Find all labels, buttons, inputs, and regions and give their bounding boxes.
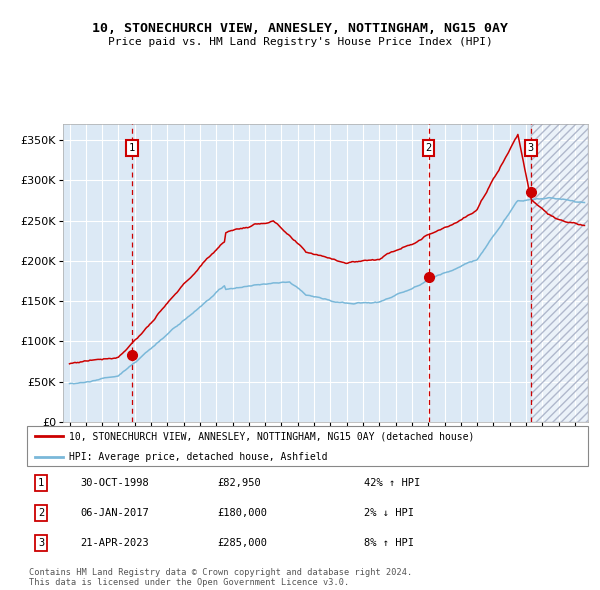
Text: £82,950: £82,950 [218, 478, 262, 488]
Text: 2% ↓ HPI: 2% ↓ HPI [364, 508, 413, 518]
Text: Contains HM Land Registry data © Crown copyright and database right 2024.
This d: Contains HM Land Registry data © Crown c… [29, 568, 412, 587]
Text: 3: 3 [38, 538, 44, 548]
Text: 42% ↑ HPI: 42% ↑ HPI [364, 478, 420, 488]
FancyBboxPatch shape [27, 426, 588, 466]
Text: HPI: Average price, detached house, Ashfield: HPI: Average price, detached house, Ashf… [69, 453, 328, 463]
Text: 1: 1 [38, 478, 44, 488]
Text: 10, STONECHURCH VIEW, ANNESLEY, NOTTINGHAM, NG15 0AY: 10, STONECHURCH VIEW, ANNESLEY, NOTTINGH… [92, 22, 508, 35]
Text: 21-APR-2023: 21-APR-2023 [80, 538, 149, 548]
Text: 10, STONECHURCH VIEW, ANNESLEY, NOTTINGHAM, NG15 0AY (detached house): 10, STONECHURCH VIEW, ANNESLEY, NOTTINGH… [69, 431, 475, 441]
Text: Price paid vs. HM Land Registry's House Price Index (HPI): Price paid vs. HM Land Registry's House … [107, 37, 493, 47]
Text: 8% ↑ HPI: 8% ↑ HPI [364, 538, 413, 548]
Text: 3: 3 [528, 143, 534, 153]
Text: £285,000: £285,000 [218, 538, 268, 548]
Text: £180,000: £180,000 [218, 508, 268, 518]
Bar [531, 124, 588, 422]
Text: 2: 2 [425, 143, 431, 153]
Text: 30-OCT-1998: 30-OCT-1998 [80, 478, 149, 488]
Bar [531, 124, 588, 422]
Text: 1: 1 [129, 143, 135, 153]
Text: 2: 2 [38, 508, 44, 518]
Text: 06-JAN-2017: 06-JAN-2017 [80, 508, 149, 518]
